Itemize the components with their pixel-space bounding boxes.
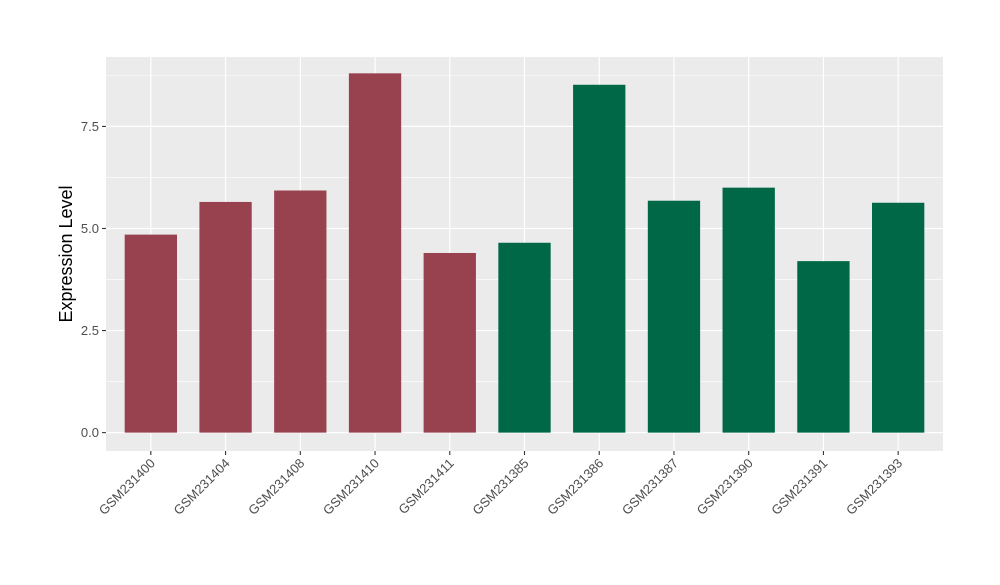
y-tick-label: 2.5	[81, 323, 99, 338]
bar-gsm231386	[573, 84, 626, 433]
bar-gsm231385	[498, 242, 551, 433]
y-tick-label: 5.0	[81, 221, 99, 236]
x-tick-label: GSM231404	[170, 456, 232, 518]
bar-gsm231400	[124, 234, 177, 433]
x-tick-label: GSM231411	[395, 456, 457, 518]
x-tick-label: GSM231385	[469, 456, 531, 518]
x-tick-label: GSM231410	[320, 456, 382, 518]
bar-gsm231410	[348, 73, 402, 433]
bar-gsm231411	[423, 252, 476, 433]
y-tick-label: 0.0	[81, 425, 99, 440]
bar-gsm231390	[722, 187, 775, 433]
bars	[124, 73, 925, 433]
x-tick-label: GSM231387	[619, 456, 681, 518]
x-axis: GSM231400 GSM231404 GSM231408 GSM231410 GSM2…	[96, 451, 905, 518]
bar-gsm231391	[797, 261, 850, 433]
y-axis-label: Expression Level	[56, 185, 76, 322]
x-tick-label: GSM231386	[544, 456, 606, 518]
bar-gsm231387	[647, 200, 701, 433]
x-tick-label: GSM231391	[768, 456, 830, 518]
y-tick-label: 7.5	[81, 119, 99, 134]
x-tick-label: GSM231393	[843, 456, 905, 518]
bar-gsm231408	[274, 190, 327, 433]
bar-gsm231404	[199, 201, 252, 433]
bar-gsm231393	[872, 202, 925, 433]
y-axis: 0.0 2.5 5.0 7.5	[81, 119, 106, 440]
x-tick-label: GSM231400	[96, 456, 158, 518]
x-tick-label: GSM231390	[694, 456, 756, 518]
x-tick-label: GSM231408	[245, 456, 307, 518]
